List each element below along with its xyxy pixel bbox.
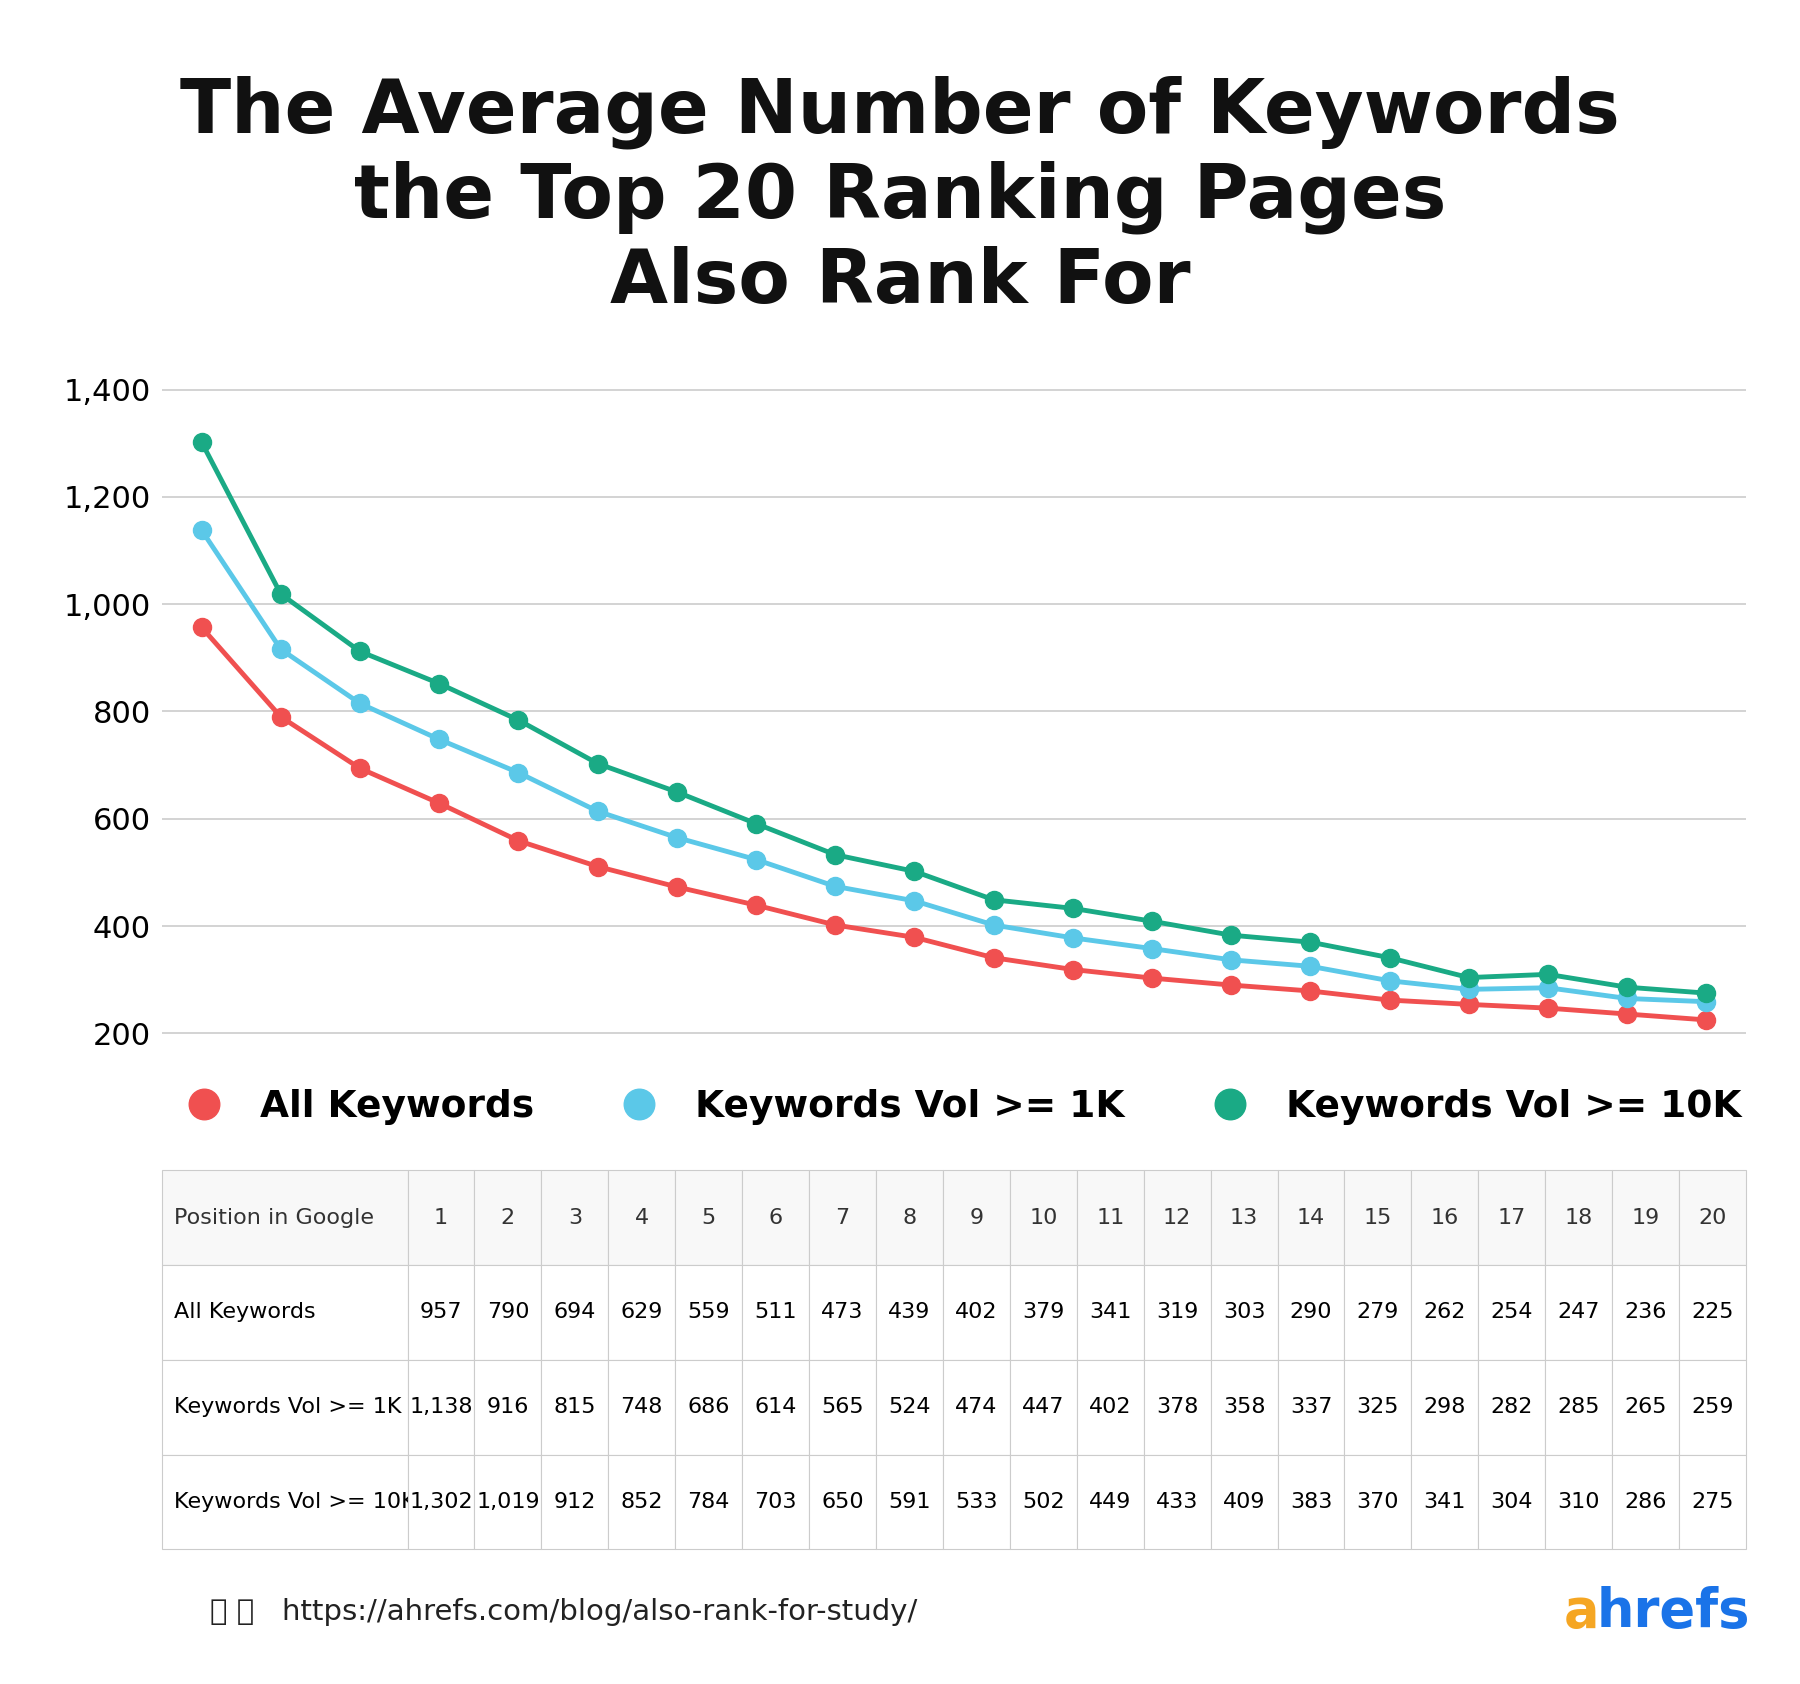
Text: hrefs: hrefs — [1597, 1586, 1751, 1639]
Text: a: a — [1564, 1586, 1600, 1639]
Text: Ⓒ ⓘ   https://ahrefs.com/blog/also-rank-for-study/: Ⓒ ⓘ https://ahrefs.com/blog/also-rank-fo… — [209, 1598, 916, 1627]
Text: The Average Number of Keywords
the Top 20 Ranking Pages
Also Rank For: The Average Number of Keywords the Top 2… — [180, 76, 1620, 318]
Legend: All Keywords, Keywords Vol >= 1K, Keywords Vol >= 10K: All Keywords, Keywords Vol >= 1K, Keywor… — [151, 1074, 1757, 1140]
